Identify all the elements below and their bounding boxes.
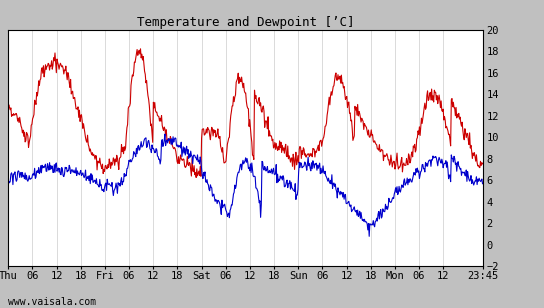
Title: Temperature and Dewpoint [’C]: Temperature and Dewpoint [’C]: [137, 16, 354, 29]
Text: www.vaisala.com: www.vaisala.com: [8, 297, 96, 307]
